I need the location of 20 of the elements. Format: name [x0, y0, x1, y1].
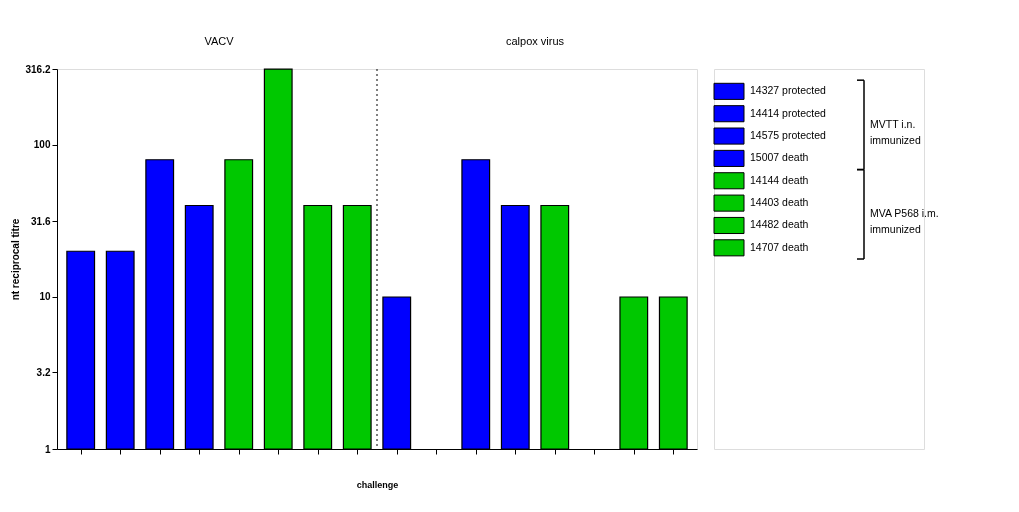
y-tick-label: 10 — [39, 291, 51, 303]
y-tick-label: 1 — [44, 443, 51, 455]
y-axis-title: nt reciprocal titre — [10, 218, 22, 301]
y-tick-label: 100 — [33, 139, 51, 151]
text: MVTT i.n. immunized — [870, 117, 921, 146]
legend-label: 14144 death — [750, 173, 809, 186]
y-tick-label: 31.6 — [31, 215, 51, 227]
legend-label: 14707 death — [750, 240, 809, 253]
text: calpox virus — [505, 35, 565, 47]
legend-label: 14403 death — [750, 196, 809, 209]
y-tick-label: 316.2 — [25, 63, 51, 75]
legend-label: 14482 death — [750, 218, 809, 231]
legend-label: 14327 protected — [750, 84, 827, 97]
text: MVA P568 i.m. immunized — [870, 207, 939, 236]
legend-label: 15007 death — [750, 151, 809, 164]
y-tick-label: 3.2 — [36, 366, 51, 378]
text: VACV — [204, 35, 235, 47]
legend-label: 14575 protected — [750, 129, 827, 142]
legend-label: 14414 protected — [750, 106, 827, 119]
x-axis-title: challenge — [356, 479, 399, 490]
